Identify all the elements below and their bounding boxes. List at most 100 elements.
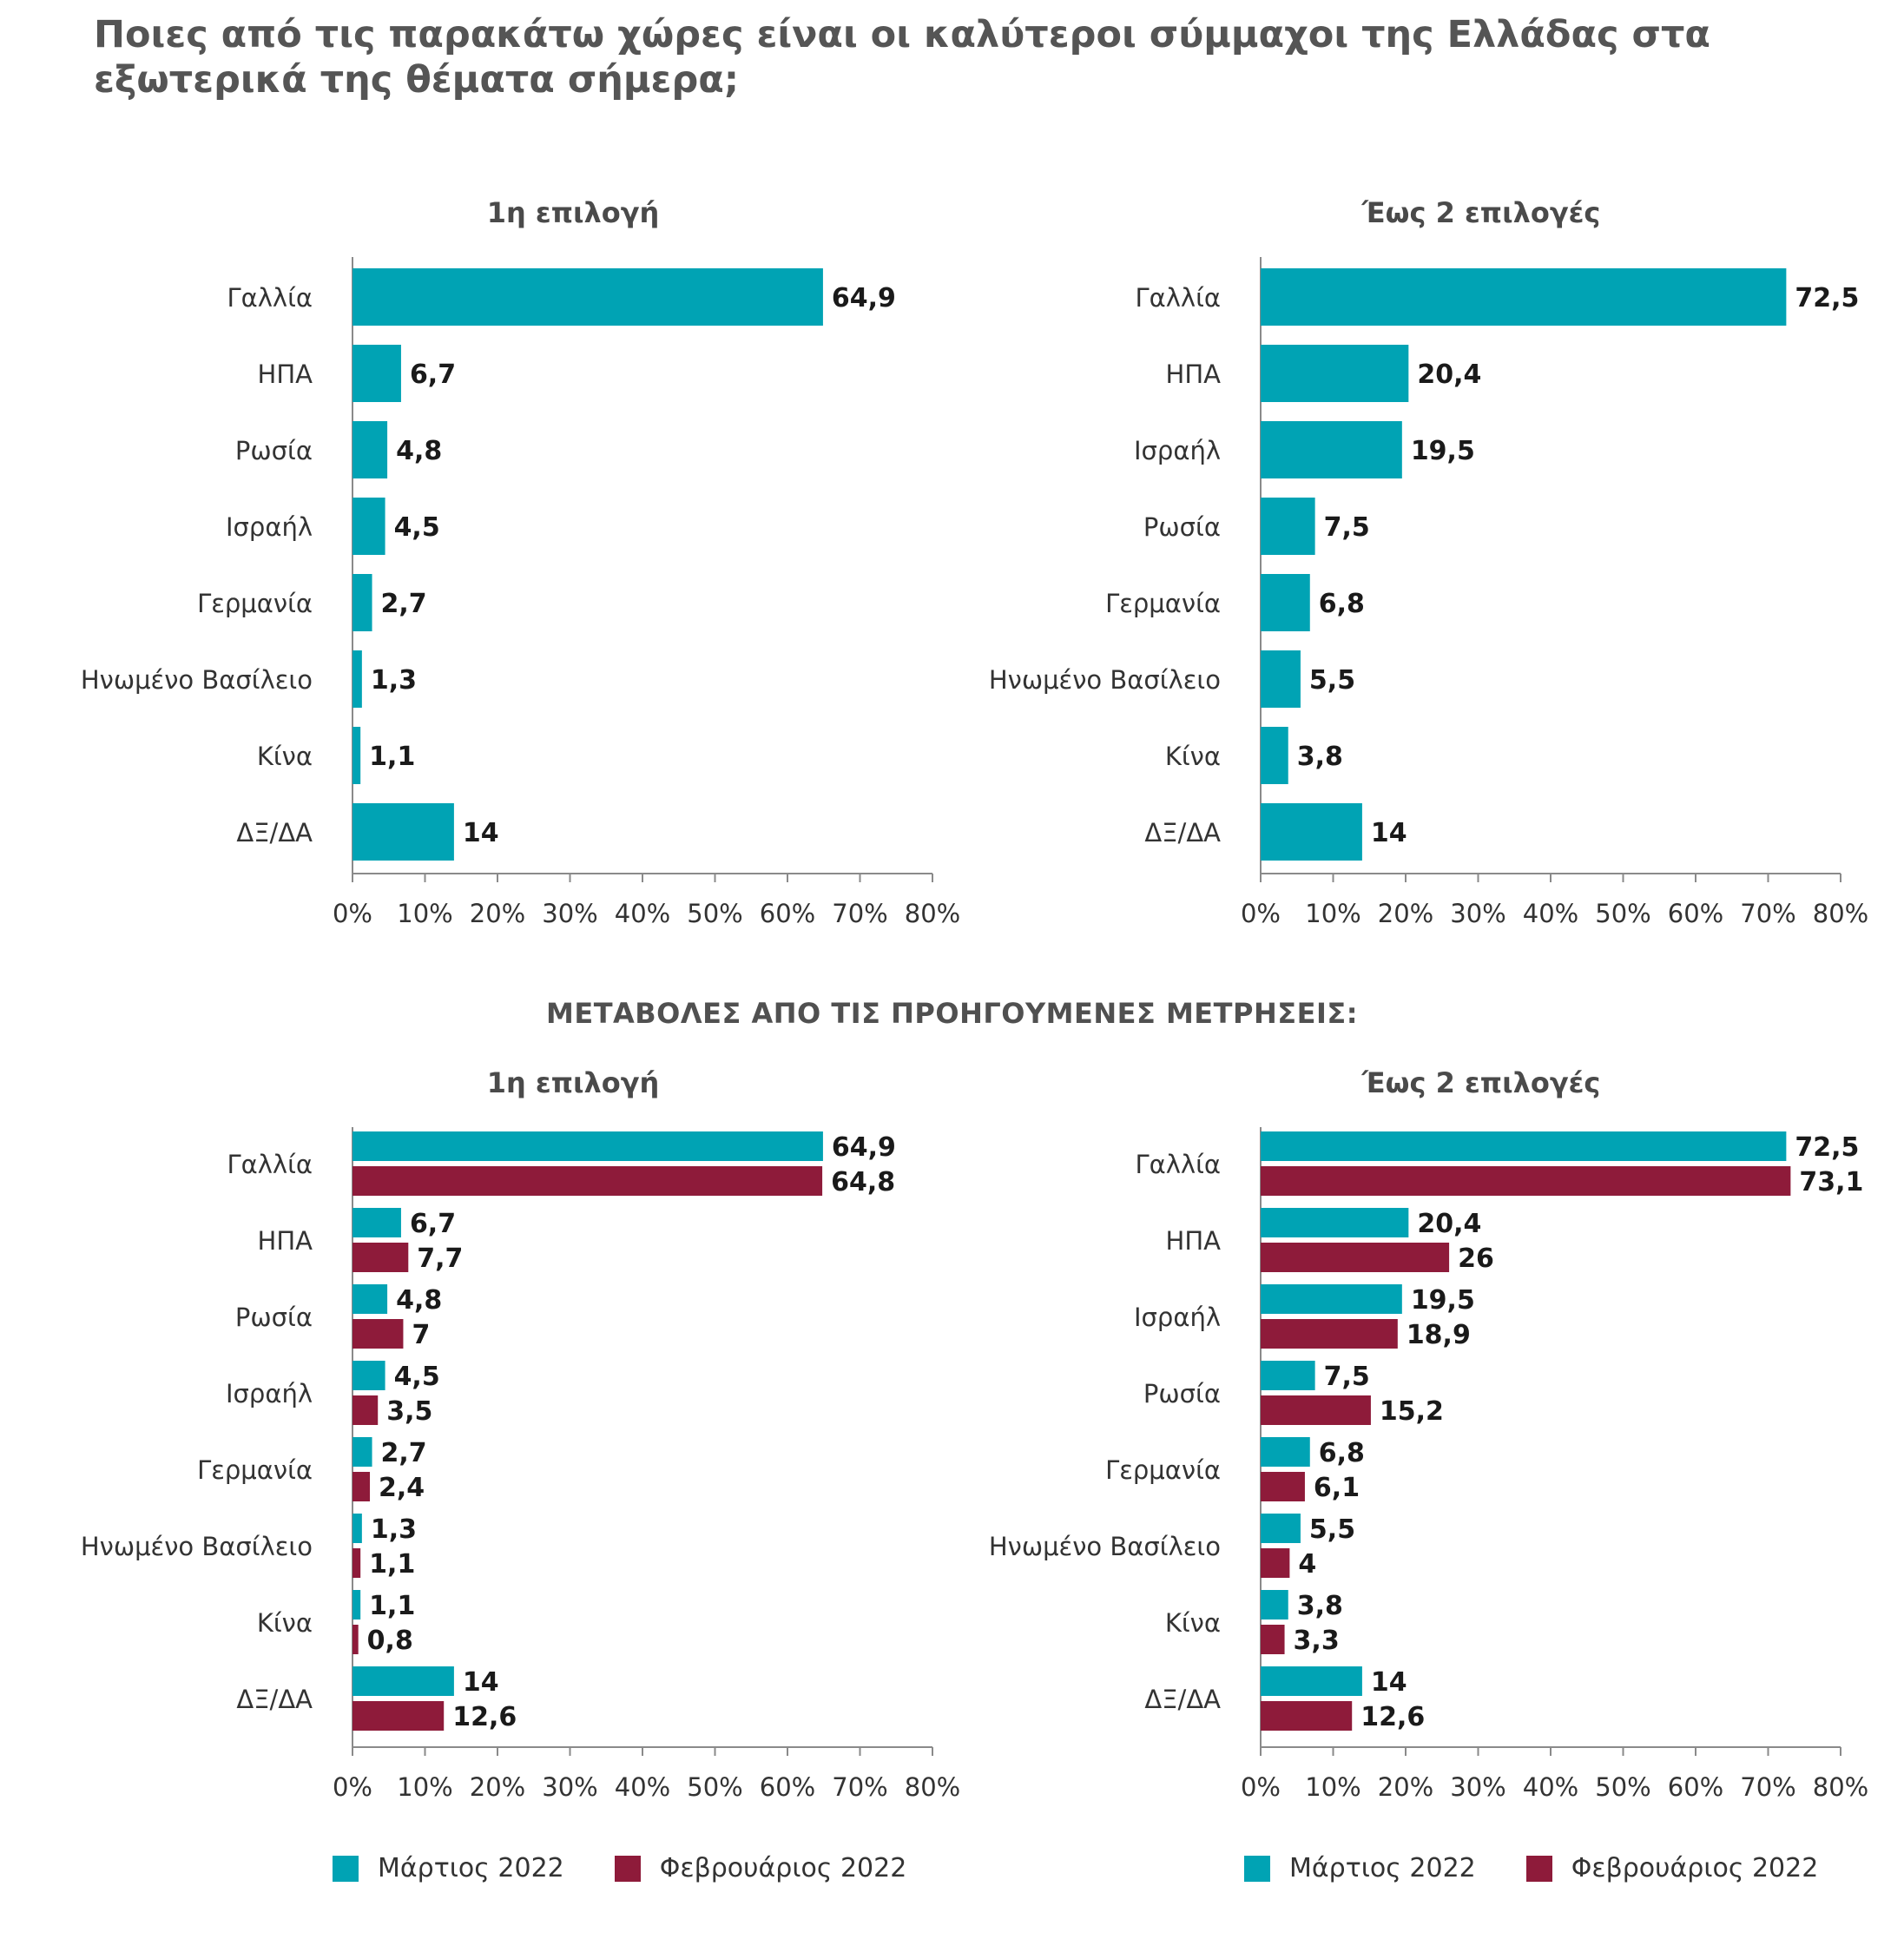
x-tick-label: 30% — [542, 899, 597, 928]
legend-swatch-march — [333, 1855, 359, 1882]
bar — [352, 1472, 371, 1501]
data-label: 6,8 — [1319, 1438, 1365, 1468]
bar — [1261, 1514, 1301, 1543]
chart-panel-top-left: 1η επιλογή 0% 10% 20% 30% 40% 50% 60% 70% 80% Γαλλ… — [0, 191, 960, 938]
category-label: Γερμανία — [197, 1455, 313, 1485]
data-label: 26 — [1458, 1243, 1494, 1274]
legend-item-february: Φεβρουάριος 2022 — [614, 1853, 907, 1883]
data-label: 14 — [1371, 1667, 1407, 1698]
x-tick-label: 40% — [1523, 1772, 1578, 1802]
data-label: 14 — [1371, 818, 1407, 848]
bar — [1261, 1395, 1371, 1425]
bar — [352, 421, 388, 478]
category-label: ΔΞ/ΔΑ — [1144, 818, 1221, 848]
category-label: Ρωσία — [235, 1303, 313, 1332]
x-tick-label: 80% — [905, 899, 960, 928]
legend-bottom-left: Μάρτιος 2022 Φεβρουάριος 2022 — [333, 1853, 957, 1883]
data-label: 19,5 — [1411, 436, 1475, 466]
legend-bottom-right: Μάρτιος 2022 Φεβρουάριος 2022 — [1244, 1853, 1868, 1883]
data-label: 20,4 — [1417, 360, 1481, 390]
chart-title: 1η επιλογή — [487, 1066, 660, 1099]
category-label: Κίνα — [257, 1608, 313, 1638]
legend-label-february: Φεβρουάριος 2022 — [659, 1853, 907, 1883]
x-tick-label: 80% — [1813, 899, 1868, 928]
data-label: 5,5 — [1309, 665, 1355, 696]
category-label: ΔΞ/ΔΑ — [1144, 1685, 1221, 1714]
bar — [1261, 268, 1787, 326]
chart-panel-bottom-left: 1η επιλογή 0% 10% 20% 30% 40% 50% 60% 70% 80% Γαλλ… — [0, 1061, 960, 1808]
category-label: Ηνωμένο Βασίλειο — [81, 665, 313, 695]
bar — [1261, 1319, 1398, 1349]
bar — [1261, 1666, 1362, 1696]
x-tick-label: 0% — [333, 1772, 372, 1802]
data-label: 4,5 — [394, 512, 440, 543]
x-tick-label: 70% — [1740, 1772, 1795, 1802]
data-label: 73,1 — [1799, 1167, 1863, 1197]
category-label: Γερμανία — [197, 589, 313, 618]
category-label: Γαλλία — [1135, 283, 1221, 313]
category-label: Κίνα — [257, 742, 313, 771]
data-label: 64,9 — [832, 283, 896, 313]
legend-label-february: Φεβρουάριος 2022 — [1571, 1853, 1819, 1883]
bar — [352, 1625, 359, 1654]
bar — [1261, 1131, 1787, 1161]
x-tick-label: 0% — [1241, 899, 1281, 928]
data-label: 2,7 — [381, 1438, 427, 1468]
bar — [1261, 1701, 1353, 1731]
data-label: 6,8 — [1319, 589, 1365, 619]
bar — [352, 1514, 362, 1543]
first-choice-bar-chart: 1η επιλογή 0% 10% 20% 30% 40% 50% 60% 70% 80% Γαλλ… — [81, 196, 960, 928]
bar — [1261, 803, 1362, 861]
data-label: 14 — [463, 818, 499, 848]
first-choice-comparison-chart: 1η επιλογή 0% 10% 20% 30% 40% 50% 60% 70% 80% Γαλλ… — [81, 1066, 960, 1802]
bar — [352, 650, 362, 708]
chart-title: Έως 2 επιλογές — [1361, 1066, 1601, 1099]
x-tick-label: 60% — [760, 1772, 815, 1802]
bar — [352, 268, 823, 326]
bar — [1261, 574, 1310, 631]
category-label: Ρωσία — [1143, 1379, 1221, 1408]
data-label: 0,8 — [367, 1626, 413, 1656]
bar — [1261, 727, 1288, 784]
bar — [1261, 1590, 1288, 1619]
x-tick-label: 50% — [687, 1772, 742, 1802]
category-label: Ισραήλ — [226, 1379, 313, 1408]
x-tick-label: 80% — [905, 1772, 960, 1802]
category-label: Γαλλία — [1135, 1150, 1221, 1179]
bar — [352, 1701, 445, 1731]
data-label: 6,1 — [1314, 1473, 1360, 1503]
chart-title: Έως 2 επιλογές — [1361, 196, 1601, 229]
bar — [1261, 498, 1315, 555]
two-choices-comparison-chart: Έως 2 επιλογές 0% 10% 20% 30% 40% 50% 60% 70% 80%… — [989, 1066, 1868, 1802]
page-title: Ποιες από τις παρακάτω χώρες είναι οι κα… — [94, 13, 1710, 102]
x-tick-label: 20% — [1378, 1772, 1433, 1802]
data-label: 6,7 — [410, 360, 456, 390]
category-label: Ηνωμένο Βασίλειο — [81, 1532, 313, 1561]
data-label: 1,1 — [369, 1591, 415, 1621]
legend-item-march: Μάρτιος 2022 — [1244, 1853, 1476, 1883]
bar — [352, 1166, 823, 1196]
bar — [1261, 1472, 1305, 1501]
chart-title: 1η επιλογή — [487, 196, 660, 229]
bar — [1261, 1243, 1450, 1272]
category-label: Κίνα — [1165, 1608, 1221, 1638]
x-tick-label: 50% — [1595, 899, 1650, 928]
section-title: ΜΕΤΑΒΟΛΕΣ ΑΠΟ ΤΙΣ ΠΡΟΗΓΟΥΜΕΝΕΣ ΜΕΤΡΗΣΕΙΣ… — [545, 997, 1358, 1030]
x-tick-label: 50% — [1595, 1772, 1650, 1802]
data-label: 4 — [1298, 1549, 1316, 1580]
category-label: ΗΠΑ — [258, 360, 313, 389]
bar — [352, 574, 372, 631]
data-label: 2,4 — [379, 1473, 425, 1503]
bar — [1261, 650, 1301, 708]
category-label: Ισραήλ — [226, 512, 313, 542]
category-label: ΗΠΑ — [1166, 1226, 1222, 1256]
bar — [352, 1361, 385, 1390]
bar — [1261, 345, 1409, 402]
bar — [352, 1243, 409, 1272]
data-label: 19,5 — [1411, 1285, 1475, 1316]
x-tick-label: 20% — [470, 899, 525, 928]
data-label: 7,7 — [417, 1243, 463, 1274]
x-tick-label: 60% — [1668, 1772, 1723, 1802]
category-label: Ηνωμένο Βασίλειο — [989, 665, 1221, 695]
category-label: ΔΞ/ΔΑ — [236, 818, 313, 848]
